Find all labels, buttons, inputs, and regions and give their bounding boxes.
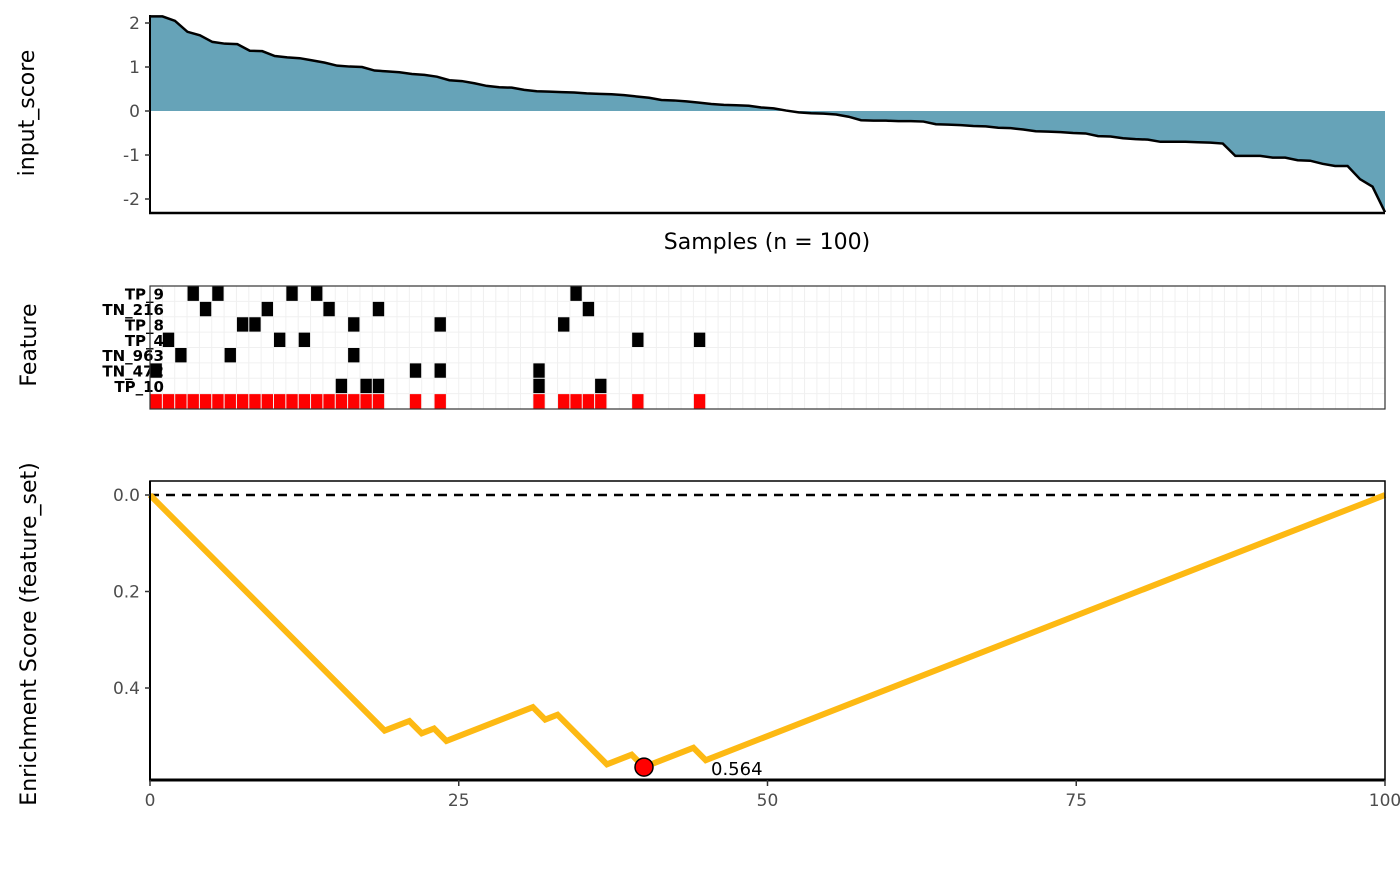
feature-hit-tile: [693, 332, 706, 347]
y-tick-label: 0.4: [113, 679, 140, 699]
feature-hit-tile: [175, 348, 187, 363]
y-tick-label: 0: [129, 102, 140, 122]
heatmap-border: [149, 285, 1386, 410]
feature-set-tile: [212, 394, 224, 409]
feature-set-tile: [558, 394, 570, 409]
x-tick-label: 25: [448, 791, 470, 811]
feature-hit-tile: [360, 378, 372, 394]
feature-hit-tile: [298, 332, 311, 347]
enrichment-score-panel: 0.564 0 25 50 75 100 0.0 0.2 0.4: [113, 480, 1400, 811]
feature-hit-tile: [236, 317, 249, 332]
score-line: [150, 15, 1387, 213]
feature-hit-tile: [286, 286, 298, 301]
feature-hit-tile: [533, 363, 545, 378]
feature-label: TP_9: [125, 286, 164, 304]
feature-set-tile: [150, 394, 162, 409]
feature-set-tile: [693, 394, 706, 409]
feature-set-tile: [236, 394, 249, 409]
es-line: [147, 492, 1387, 771]
feature-set-tile: [409, 394, 422, 409]
feature-label: TP_8: [125, 316, 164, 334]
feature-label: TN_963: [102, 347, 164, 365]
feature-hit-tile: [409, 363, 422, 378]
feature-hit-tile: [533, 378, 545, 394]
feature-hit-tile: [212, 286, 224, 301]
feature-set-tile: [298, 394, 311, 409]
feature-label: TP_4: [125, 332, 164, 350]
feature-set-tile: [187, 394, 199, 409]
feature-hit-tile: [323, 301, 335, 317]
feature-label: TN_472: [102, 363, 164, 381]
y-tick-label: 1: [129, 58, 140, 78]
feature-hit-tile: [582, 301, 595, 317]
feature-label: TN_216: [102, 301, 164, 319]
max-es-point: [634, 757, 654, 777]
feature-hit-tile: [372, 378, 385, 394]
y-tick-label: 2: [129, 14, 140, 34]
es-ylabel: Enrichment Score (feature_set): [17, 462, 42, 805]
feature-hit-tile: [372, 301, 385, 317]
max-es-label: 0.564: [711, 759, 763, 780]
feature-hit-tile: [595, 378, 607, 394]
feature-set-tile: [175, 394, 187, 409]
feature-hit-tile: [249, 317, 261, 332]
x-tick-label: 100: [1369, 791, 1400, 811]
feature-set-tile: [335, 394, 348, 409]
feature-set-tile: [274, 394, 286, 409]
feature-hit-tile: [348, 348, 360, 363]
feature-hit-tile: [434, 363, 446, 378]
feature-set-tile: [286, 394, 298, 409]
feature-hit-tile: [187, 286, 199, 301]
feature-hit-tile: [150, 363, 162, 378]
feature-hit-tile: [348, 317, 360, 332]
samples-xlabel: Samples (n = 100): [664, 230, 870, 255]
feature-set-tile: [360, 394, 372, 409]
y-tick-label: -2: [123, 190, 140, 210]
feature-hit-tile: [335, 378, 348, 394]
feature-hit-tile: [224, 348, 236, 363]
y-tick-label: 0.2: [113, 583, 140, 603]
feature-set-tile: [311, 394, 323, 409]
score-area: [150, 16, 1385, 213]
feature-set-tile: [162, 394, 175, 409]
feature-label: TP_10: [114, 378, 164, 396]
feature-hit-tile: [632, 332, 644, 347]
feature-hit-tile: [274, 332, 286, 347]
feature-hit-tile: [570, 286, 582, 301]
feature-set-tile: [224, 394, 236, 409]
feature-hit-tile: [261, 301, 273, 317]
feature-set-tile: [249, 394, 261, 409]
input-score-ylabel: input_score: [15, 50, 40, 177]
feature-set-tile: [199, 394, 212, 409]
feature-set-tile: [632, 394, 644, 409]
feature-set-tile: [261, 394, 273, 409]
feature-hit-tile: [162, 332, 175, 347]
x-tick-label: 50: [757, 791, 779, 811]
feature-set-tile: [348, 394, 360, 409]
feature-set-tile: [533, 394, 545, 409]
feature-set-tile: [323, 394, 335, 409]
feature-set-tile: [372, 394, 385, 409]
feature-hit-tile: [311, 286, 323, 301]
feature-hit-tile: [199, 301, 212, 317]
feature-set-tile: [582, 394, 595, 409]
x-tick-label: 0: [145, 791, 156, 811]
feature-set-tile: [570, 394, 582, 409]
y-tick-label: 0.0: [113, 486, 140, 506]
feature-set-tile: [434, 394, 446, 409]
y-tick-label: -1: [123, 146, 140, 166]
feature-ylabel: Feature: [17, 303, 42, 386]
feature-hit-tile: [558, 317, 570, 332]
x-tick-label: 75: [1065, 791, 1087, 811]
feature-hit-tile: [434, 317, 446, 332]
feature-set-tile: [595, 394, 607, 409]
input-score-panel: 2 1 0 -1 -2: [123, 14, 1387, 215]
